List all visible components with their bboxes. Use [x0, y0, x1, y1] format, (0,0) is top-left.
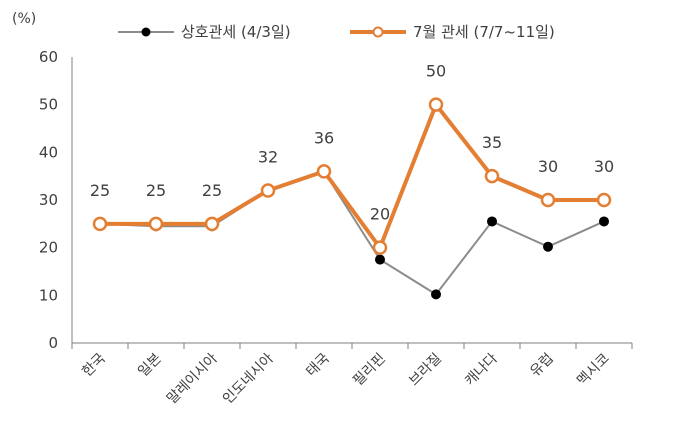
series-2-point [372, 240, 388, 255]
x-category-label: 말레이시아 [164, 350, 221, 407]
x-category-label: 브라질 [406, 351, 445, 390]
series-2-point [260, 183, 276, 198]
x-category-label: 일본 [135, 350, 165, 380]
series-1-point [599, 216, 609, 227]
series-2-point [316, 164, 332, 179]
y-tick-label-0: 0 [48, 334, 58, 352]
legend-marker-series-2 [372, 26, 384, 38]
x-category-label: 태국 [303, 350, 333, 380]
y-tick-label-30: 30 [39, 191, 58, 209]
series-1-point [487, 216, 497, 227]
series-2-point [92, 216, 108, 232]
x-category-labels: 한국 일본 말레이시아 인도네시아 태국 필리핀 브라질 캐나다 유럽 멕시코 [79, 350, 613, 407]
data-label: 30 [594, 157, 614, 176]
series-line-1 [99, 170, 605, 296]
y-axis-unit-label: (%) [12, 11, 36, 27]
legend-marker-series-1 [141, 27, 151, 37]
data-label: 35 [482, 133, 502, 152]
data-label: 25 [202, 181, 222, 200]
x-tick-marks [71, 343, 633, 349]
legend-label-series-1: 상호관세 (4/3일) [181, 23, 291, 41]
x-category-label: 유럽 [527, 351, 557, 381]
series-2-point [540, 192, 556, 208]
data-label: 32 [258, 147, 278, 166]
legend-label-series-2: 7월 관세 (7/7~11일) [413, 23, 555, 41]
data-label: 36 [314, 128, 334, 147]
series-2-point [484, 168, 500, 184]
data-label: 25 [90, 181, 110, 200]
x-category-label: 필리핀 [350, 351, 389, 390]
x-category-label: 캐나다 [462, 350, 501, 389]
y-tick-label-10: 10 [39, 286, 58, 304]
x-category-label: 한국 [79, 350, 109, 380]
data-labels: 25 25 25 32 36 20 50 35 30 30 [90, 62, 614, 224]
x-category-label: 인도네시아 [220, 350, 277, 407]
x-category-label: 멕시코 [574, 350, 613, 389]
series-line-2 [100, 102, 604, 250]
data-label: 20 [370, 205, 390, 224]
y-tick-label-40: 40 [39, 143, 58, 161]
y-tick-labels: 0 10 20 30 40 50 60 [39, 48, 58, 352]
data-label: 50 [426, 62, 446, 81]
series-2-point [204, 216, 220, 232]
y-tick-label-20: 20 [39, 239, 58, 257]
series-2-point [596, 192, 612, 208]
data-label: 30 [538, 157, 558, 176]
series-2-point [148, 216, 164, 232]
series-2-point [428, 97, 444, 112]
series-1-point [431, 289, 441, 300]
data-label: 25 [146, 181, 166, 200]
legend: 상호관세 (4/3일) 7월 관세 (7/7~11일) [118, 23, 555, 41]
y-tick-label-60: 60 [39, 48, 58, 66]
series-1-point [543, 241, 553, 252]
series-group [92, 97, 612, 300]
series-1-point [375, 254, 385, 265]
y-tick-label-50: 50 [39, 96, 58, 114]
